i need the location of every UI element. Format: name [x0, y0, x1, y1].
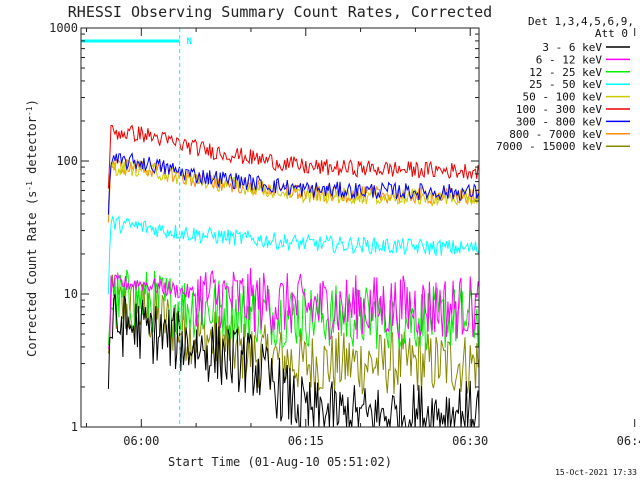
series-layer [107, 124, 479, 427]
y-axis: 1 10 100 1000 [49, 21, 479, 434]
y-axis-title-main: Corrected Count Rate (s [25, 191, 39, 357]
y-axis-title-mid: detector [25, 116, 39, 181]
legend-header-line1: Det 1,3,4,5,6,9, [528, 15, 634, 28]
y-tick-label: 1000 [49, 21, 78, 35]
y-axis-title-sup1: -1 [25, 181, 34, 191]
series-line [107, 294, 479, 427]
legend-header-line2: Att 0 [595, 27, 628, 40]
series-line [107, 274, 479, 396]
series-line [107, 152, 479, 215]
y-axis-title-sup2: -1 [25, 106, 34, 116]
legend-label: 300 - 800 keV [516, 115, 602, 128]
legend-label: 100 - 300 keV [516, 103, 602, 116]
x-axis-title: Start Time (01-Aug-10 05:51:02) [168, 455, 392, 469]
series-line [107, 158, 479, 223]
legend-label: 6 - 12 keV [536, 53, 603, 66]
date-stamp: 15-Oct-2021 17:33 [555, 468, 637, 477]
y-tick-label: 100 [56, 154, 78, 168]
series-line [107, 215, 479, 295]
legend-label: 50 - 100 keV [523, 91, 603, 104]
y-axis-title-end: ) [25, 99, 39, 106]
x-tick-label: 06:30 [452, 434, 488, 448]
plot-frame [80, 27, 480, 428]
y-axis-title: Corrected Count Rate (s-1 detector-1) [25, 99, 40, 357]
x-tick-label: 06:00 [123, 434, 159, 448]
status-label: N [187, 37, 192, 47]
series-line [107, 124, 479, 189]
y-tick-label: 10 [64, 287, 78, 301]
y-tick-label: 1 [71, 420, 78, 434]
legend-label: 3 - 6 keV [542, 41, 602, 54]
chart-title: RHESSI Observing Summary Count Rates, Co… [68, 3, 492, 21]
series-line [107, 159, 479, 207]
legend-label: 25 - 50 keV [529, 78, 602, 91]
legend-label: 7000 - 15000 keV [496, 140, 602, 153]
legend-label: 800 - 7000 keV [509, 128, 602, 141]
series-line [107, 269, 479, 352]
x-tick-label: 06:45 [617, 434, 640, 448]
x-tick-label: 06:15 [288, 434, 324, 448]
legend-label: 12 - 25 keV [529, 66, 602, 79]
series-line [107, 268, 479, 349]
